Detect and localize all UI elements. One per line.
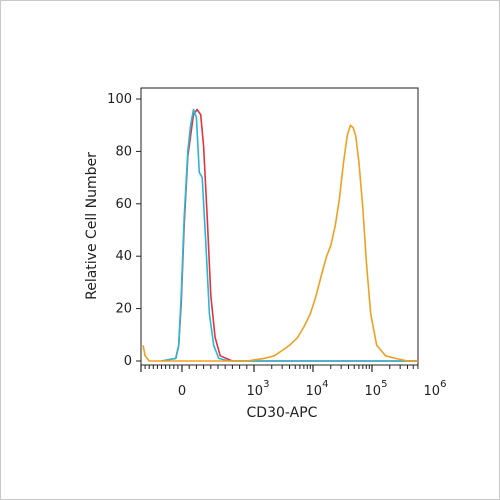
y-tick-label: 100 (107, 92, 132, 107)
series-line-2 (161, 108, 418, 362)
y-axis-ticks (136, 98, 141, 362)
y-axis-title: Relative Cell Number (84, 152, 100, 300)
x-tick-exponent: 6 (440, 379, 446, 390)
x-tick-exponent: 5 (381, 379, 387, 390)
x-tick-exponent: 4 (322, 379, 328, 390)
series-line-1 (161, 108, 418, 362)
plot-area-border (140, 87, 419, 366)
tick-labels: 0 20 40 60 80 100 0 103 104 105 106 (107, 92, 446, 399)
series-line-3 (142, 124, 418, 362)
y-tick-label: 20 (115, 302, 132, 317)
y-tick-label: 60 (115, 197, 132, 212)
y-tick-label: 0 (124, 354, 132, 369)
y-tick-label: 80 (115, 144, 132, 159)
x-axis-ticks (140, 365, 419, 372)
x-tick-label: 105 (365, 379, 388, 399)
x-tick-exponent: 3 (263, 379, 269, 390)
x-tick-label: 104 (306, 379, 329, 399)
x-tick-label: 106 (424, 379, 447, 399)
x-axis-title: CD30-APC (247, 405, 318, 421)
x-tick-label: 103 (247, 379, 270, 399)
y-tick-label: 40 (115, 249, 132, 264)
series-layer (142, 108, 418, 362)
x-tick-label: 0 (178, 384, 186, 399)
